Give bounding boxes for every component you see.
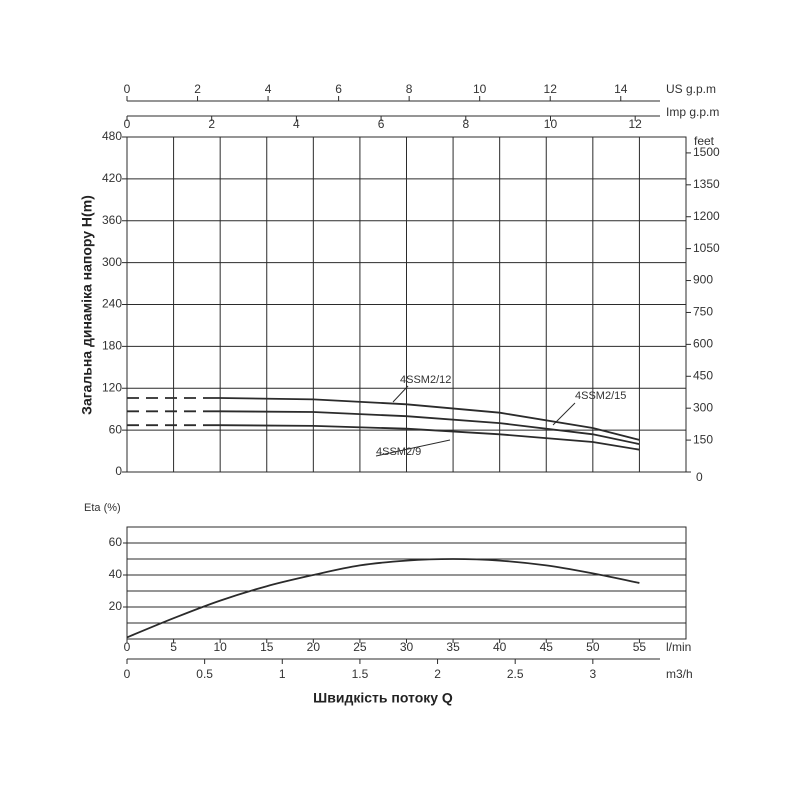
top-tick-label: 4 [265, 82, 272, 96]
y2-axis-title: feet [694, 134, 715, 148]
y-tick-label: 240 [102, 297, 122, 311]
y-tick-label: 40 [109, 567, 123, 581]
x2-tick-label: 1.5 [352, 667, 369, 681]
curve-label: 4SSM2/9 [376, 446, 421, 458]
y-tick-label: 60 [109, 535, 123, 549]
top-tick-label: 0 [124, 82, 131, 96]
x-tick-label: 15 [260, 640, 274, 654]
y-tick-label: 360 [102, 213, 122, 227]
x-tick-label: 0 [124, 640, 131, 654]
y-tick-label: 180 [102, 339, 122, 353]
x2-tick-label: 2 [434, 667, 441, 681]
x-tick-label: 40 [493, 640, 507, 654]
y2-tick-label: 450 [693, 368, 713, 382]
x-tick-label: 35 [446, 640, 460, 654]
x-tick-label: 55 [633, 640, 647, 654]
top-tick-label: 8 [406, 82, 413, 96]
y2-tick-label: 1200 [693, 209, 720, 223]
top-tick-label: 12 [544, 82, 558, 96]
top-tick-label: 14 [614, 82, 628, 96]
head-curve [127, 424, 640, 451]
head-curve [127, 397, 640, 441]
y-tick-label: 20 [109, 599, 123, 613]
top-tick-label: 6 [335, 82, 342, 96]
y2-tick-label: 900 [693, 273, 713, 287]
x-tick-label: 25 [353, 640, 367, 654]
x2-tick-label: 0.5 [196, 667, 213, 681]
top-tick-label: 8 [462, 117, 469, 131]
x2-tick-label: 1 [279, 667, 286, 681]
top-axis-title: Imp g.p.m [666, 105, 719, 119]
x-axis-title: Швидкість потоку Q [313, 690, 453, 706]
efficiency-curve [126, 558, 640, 639]
top-tick-label: 2 [208, 117, 215, 131]
y2-tick-label: 1050 [693, 241, 720, 255]
x-unit: l/min [666, 640, 691, 654]
y2-tick-label: 750 [693, 305, 713, 319]
plot-frame [126, 136, 687, 473]
top-tick-label: 6 [378, 117, 385, 131]
x-tick-label: 20 [307, 640, 321, 654]
y2-tick-label: 300 [693, 400, 713, 414]
y2-tick-label: 600 [693, 337, 713, 351]
y-tick-label: 420 [102, 171, 122, 185]
y2-tick-label: 1500 [693, 145, 720, 159]
x2-unit: m3/h [666, 667, 693, 681]
top-tick-label: 10 [544, 117, 558, 131]
y-tick-label: 0 [115, 464, 122, 478]
y-tick-label: 300 [102, 255, 122, 269]
curve-label: 4SSM2/15 [575, 390, 626, 402]
x-tick-label: 30 [400, 640, 414, 654]
top-tick-label: 10 [473, 82, 487, 96]
eta-axis-title: Eta (%) [84, 502, 121, 514]
x2-tick-label: 3 [589, 667, 596, 681]
x-tick-label: 10 [213, 640, 227, 654]
x-tick-label: 45 [540, 640, 554, 654]
top-tick-label: 4 [293, 117, 300, 131]
y2-tick-label: 0 [696, 470, 703, 484]
x-tick-label: 5 [170, 640, 177, 654]
y-tick-label: 60 [109, 422, 123, 436]
x-tick-label: 50 [586, 640, 600, 654]
y-tick-label: 120 [102, 380, 122, 394]
top-tick-label: 0 [124, 117, 131, 131]
y2-tick-label: 1350 [693, 177, 720, 191]
y-tick-label: 480 [102, 129, 122, 143]
top-tick-label: 2 [194, 82, 201, 96]
top-axis-title: US g.p.m [666, 82, 716, 96]
top-tick-label: 12 [629, 117, 643, 131]
curve-label: 4SSM2/12 [400, 374, 451, 386]
x2-tick-label: 0 [124, 667, 131, 681]
leader-line [375, 439, 451, 457]
x2-tick-label: 2.5 [507, 667, 524, 681]
y-axis-title: Загальна динаміка напору H(m) [79, 195, 95, 415]
head-curve [127, 410, 640, 445]
y2-tick-label: 150 [693, 432, 713, 446]
